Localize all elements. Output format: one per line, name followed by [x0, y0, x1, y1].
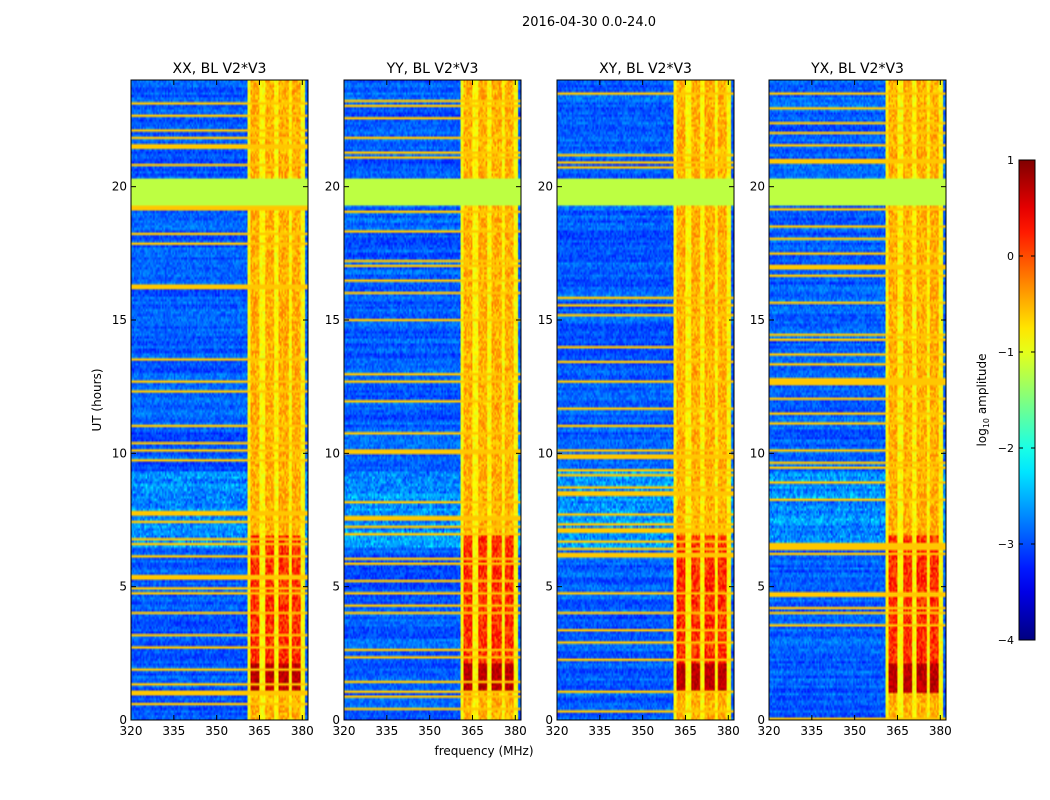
y-tick-label: 15	[538, 313, 553, 327]
y-tick-label: 15	[112, 313, 127, 327]
x-tick-label: 365	[461, 724, 484, 738]
x-tick-label: 350	[843, 724, 866, 738]
x-tick-label: 320	[333, 724, 356, 738]
panel-3: XY, BL V2*V3 320 335 350 365 380 0 5 10 15 20	[538, 61, 740, 738]
x-tick-label: 365	[248, 724, 271, 738]
y-axis-label: UT (hours)	[90, 368, 104, 431]
x-tick-label: 335	[375, 724, 398, 738]
axes-frame	[768, 79, 947, 721]
x-tick-label: 335	[800, 724, 823, 738]
panel-title: YY, BL V2*V3	[386, 61, 479, 77]
y-tick-label: 0	[545, 713, 553, 727]
y-tick-label: 10	[538, 446, 553, 460]
colorbar-label: log10 amplitude	[975, 354, 991, 447]
heatmap-image	[344, 80, 521, 720]
colorbar-tick-label: −2	[998, 442, 1014, 455]
x-tick-label: 380	[504, 724, 527, 738]
x-tick-label: 320	[546, 724, 569, 738]
y-tick-label: 5	[332, 580, 340, 594]
y-tick-label: 0	[119, 713, 127, 727]
y-tick-label: 5	[757, 580, 765, 594]
y-tick-label: 0	[757, 713, 765, 727]
panel-title: XX, BL V2*V3	[173, 61, 267, 77]
x-tick-label: 320	[120, 724, 143, 738]
panel-4: YX, BL V2*V3 320 335 350 365 380 0 5 10 15 20	[750, 61, 952, 738]
y-tick-label: 15	[325, 313, 340, 327]
y-tick-label: 10	[325, 446, 340, 460]
x-tick-label: 335	[588, 724, 611, 738]
panel-title: YX, BL V2*V3	[810, 61, 904, 77]
panel-2: YY, BL V2*V3 320 335 350 365 380 0 5 10 15 20	[325, 61, 527, 738]
x-tick-label: 380	[717, 724, 740, 738]
y-tick-label: 20	[538, 180, 553, 194]
colorbar-tick-label: −1	[998, 346, 1014, 359]
x-tick-label: 350	[205, 724, 228, 738]
colorbar-tick-label: −4	[998, 634, 1014, 647]
panel-1: XX, BL V2*V3 320 335 350 365 380 0 5 10 15 20	[112, 61, 314, 738]
y-tick-label: 20	[750, 180, 765, 194]
axes-frame	[556, 79, 735, 721]
x-axis-label: frequency (MHz)	[434, 744, 533, 758]
x-tick-label: 350	[418, 724, 441, 738]
heatmap-image	[131, 80, 308, 720]
heatmap-image	[557, 80, 734, 720]
axes-frame	[343, 79, 522, 721]
colorbar-gradient	[1018, 159, 1036, 641]
x-tick-label: 380	[929, 724, 952, 738]
y-tick-label: 20	[325, 180, 340, 194]
colorbar: 1 0 −1 −2 −3 −4 log10 amplitude	[975, 154, 1036, 647]
x-tick-label: 365	[674, 724, 697, 738]
y-tick-label: 10	[112, 446, 127, 460]
x-tick-label: 365	[886, 724, 909, 738]
x-tick-label: 380	[291, 724, 314, 738]
y-tick-label: 5	[119, 580, 127, 594]
y-tick-label: 20	[112, 180, 127, 194]
axes-frame	[130, 79, 309, 721]
y-tick-label: 10	[750, 446, 765, 460]
heatmap-image	[769, 80, 946, 720]
colorbar-tick-label: 0	[1007, 250, 1014, 263]
x-tick-label: 350	[631, 724, 654, 738]
panel-title: XY, BL V2*V3	[599, 61, 692, 77]
x-tick-label: 335	[162, 724, 185, 738]
y-tick-label: 15	[750, 313, 765, 327]
y-tick-label: 5	[545, 580, 553, 594]
colorbar-tick-label: −3	[998, 538, 1014, 551]
y-tick-label: 0	[332, 713, 340, 727]
figure-suptitle: 2016-04-30 0.0-24.0	[522, 15, 656, 30]
x-tick-label: 320	[758, 724, 781, 738]
colorbar-tick-label: 1	[1007, 154, 1014, 167]
